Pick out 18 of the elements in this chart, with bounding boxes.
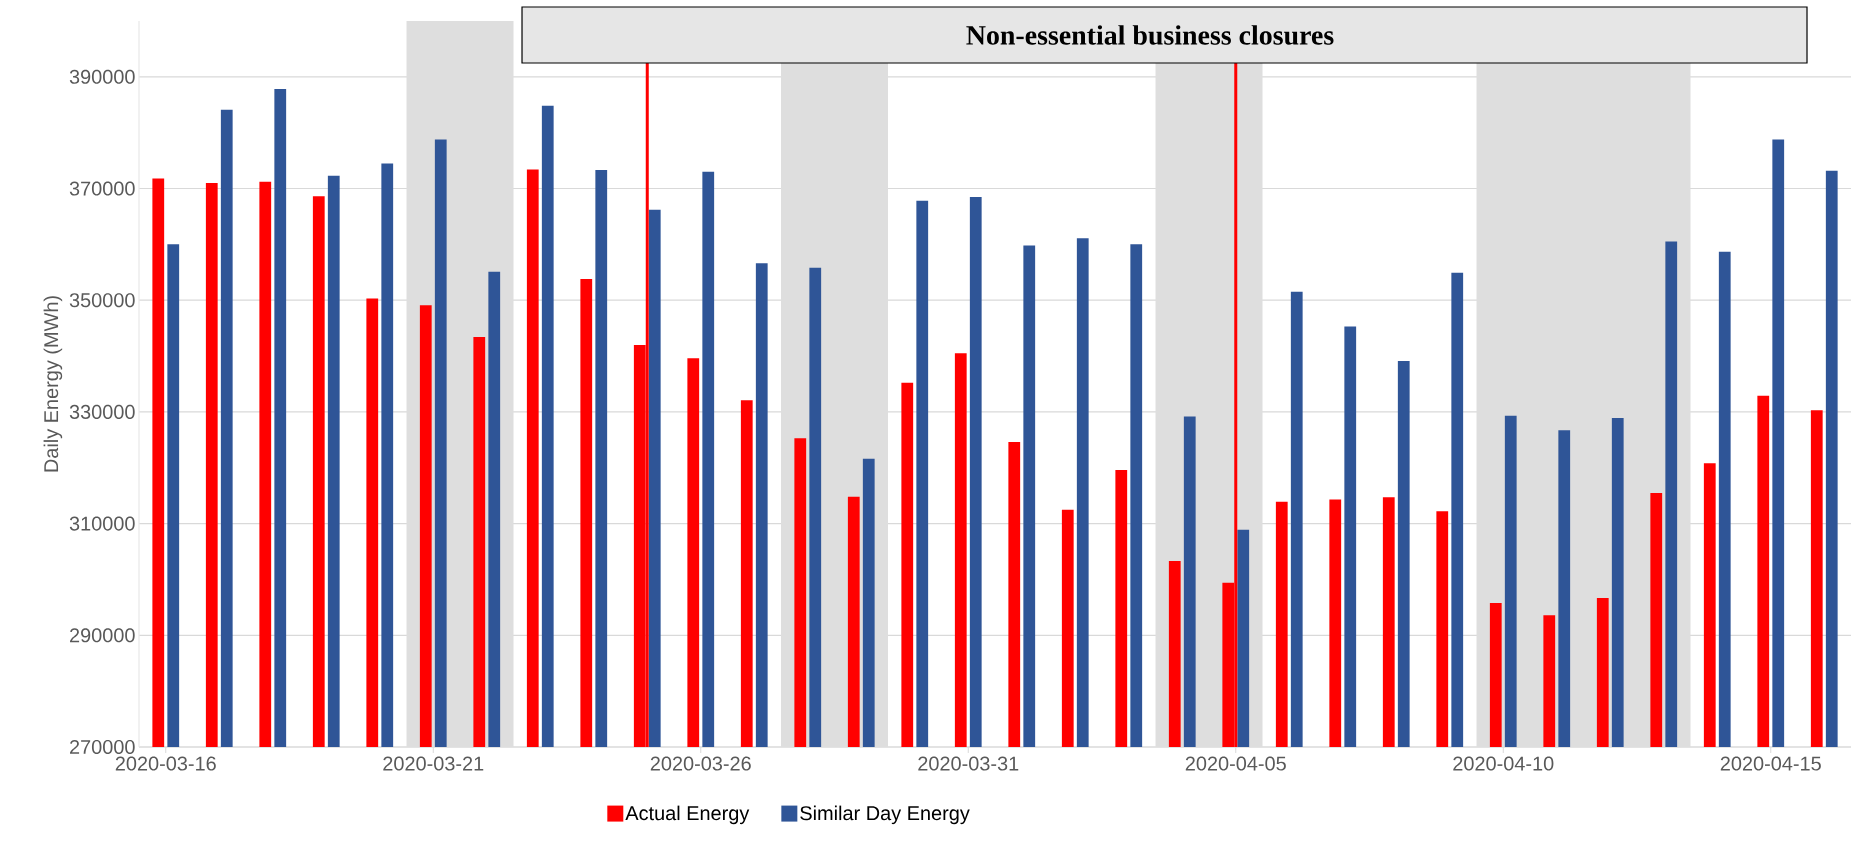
legend-label: Similar Day Energy — [800, 805, 970, 825]
x-tick-label: 2020-03-16 — [115, 756, 216, 771]
annotation: Non-essential business closures — [966, 25, 1334, 45]
x-tick-label: 2020-03-31 — [918, 756, 1019, 771]
y-axis-title: Daily Energy (MWh) — [43, 296, 63, 472]
y-tick-label: 290000 — [70, 628, 135, 643]
y-tick-label: 350000 — [69, 293, 135, 308]
y-tick-label: 310000 — [69, 516, 135, 531]
y-tick-label: 370000 — [69, 181, 135, 196]
x-tick-label: 2020-04-15 — [1720, 756, 1821, 771]
y-tick-label: 270000 — [70, 739, 135, 755]
y-tick-label: 390000 — [69, 69, 135, 84]
x-tick-label: 2020-04-05 — [1185, 756, 1286, 771]
y-tick-label: 330000 — [69, 404, 135, 419]
x-tick-label: 2020-03-26 — [650, 756, 751, 771]
legend-label: Actual Energy — [625, 805, 750, 825]
x-tick-label: 2020-03-21 — [383, 756, 484, 771]
x-tick-label: 2020-04-10 — [1453, 756, 1554, 771]
